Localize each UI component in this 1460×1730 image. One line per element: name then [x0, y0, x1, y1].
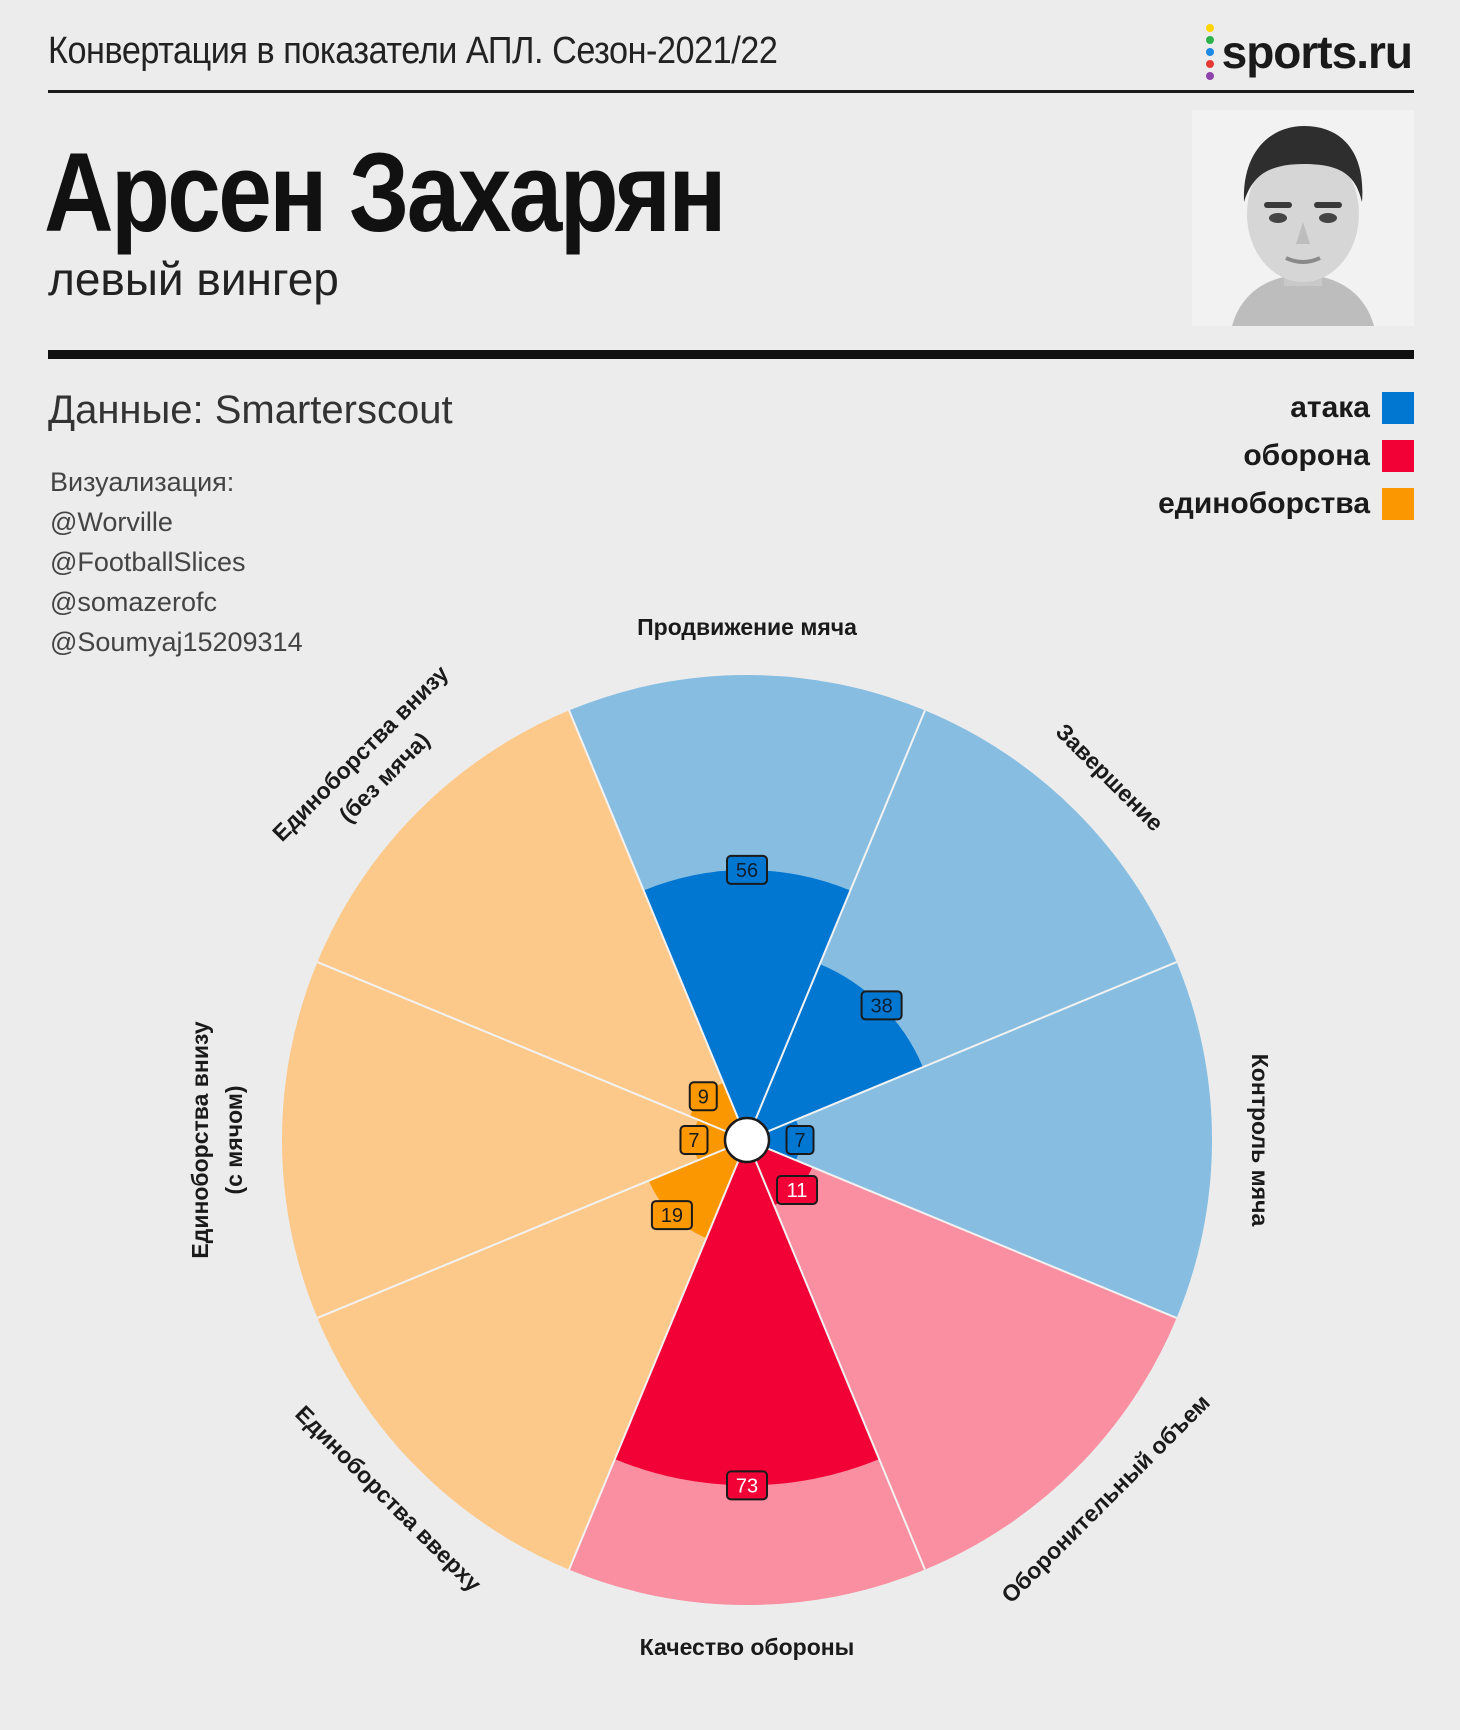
slice-separator — [746, 710, 926, 1141]
credits-label: Визуализация: — [50, 467, 235, 497]
slice-separator — [568, 1139, 748, 1570]
legend-swatch — [1382, 488, 1414, 520]
logo-dot — [1205, 24, 1214, 32]
value-label: 73 — [726, 1470, 768, 1501]
value-slice — [614, 1140, 880, 1486]
center-hub — [723, 1116, 771, 1164]
value-label-text: 19 — [661, 1205, 683, 1227]
player-name: Арсен Захарян — [44, 130, 727, 255]
value-label: 7 — [785, 1125, 815, 1155]
slice-background — [747, 962, 1212, 1318]
credit-handle: @somazerofc — [50, 587, 217, 617]
value-label: 38 — [860, 990, 903, 1021]
value-label-text: 7 — [688, 1130, 699, 1152]
value-label: 19 — [650, 1200, 693, 1231]
value-label-text: 7 — [794, 1130, 805, 1152]
value-slice — [643, 869, 851, 1140]
value-label-box — [650, 1200, 693, 1231]
category-label: Продвижение мяча — [637, 614, 857, 640]
legend-item-defence: оборона — [1158, 432, 1414, 480]
slice-separator — [568, 710, 748, 1141]
slice-separator — [317, 961, 748, 1141]
category-label-text: (с мячом) — [221, 1085, 247, 1194]
title-divider — [48, 350, 1414, 359]
value-label-text: 11 — [787, 1180, 808, 1202]
legend-item-duels: единоборства — [1158, 480, 1414, 528]
value-label-box — [726, 854, 768, 885]
category-label-text: Качество обороны — [640, 1634, 855, 1660]
value-label-box — [860, 990, 903, 1021]
credits: Визуализация: @Worville @FootballSlices … — [50, 462, 303, 662]
legend-label: атака — [1290, 391, 1370, 424]
slice-separator — [317, 1139, 748, 1319]
value-label: 56 — [726, 854, 768, 885]
slice-separator — [746, 1139, 926, 1570]
legend-swatch — [1382, 440, 1414, 472]
category-label-text: Единоборства внизу — [187, 1021, 213, 1258]
value-label-text: 73 — [736, 1475, 758, 1497]
sports-ru-logo[interactable]: sports.ru — [1205, 24, 1413, 80]
header-title: Конвертация в показатели АПЛ. Сезон-2021… — [48, 30, 778, 72]
legend: атака оборона единоборства — [1158, 384, 1414, 528]
header-divider — [48, 90, 1414, 93]
credit-handle: @Worville — [50, 507, 173, 537]
value-label: 9 — [688, 1081, 718, 1112]
value-label-box — [785, 1125, 815, 1155]
value-label-text: 56 — [736, 860, 758, 882]
logo-dot — [1205, 60, 1214, 68]
value-label-box — [776, 1175, 819, 1206]
player-role: левый вингер — [48, 253, 339, 305]
credit-handle: @Soumyaj15209314 — [50, 627, 303, 657]
value-label-text: 38 — [870, 995, 892, 1017]
value-label: 7 — [679, 1125, 709, 1155]
slice-separator — [746, 1139, 1177, 1319]
slice-background — [317, 710, 747, 1140]
slice-background — [317, 1140, 747, 1570]
legend-swatch — [1382, 392, 1414, 424]
logo-dot — [1205, 48, 1214, 56]
logo-dot — [1205, 72, 1214, 80]
slice-separator — [746, 961, 1177, 1141]
category-label: Качество обороны — [640, 1634, 855, 1660]
player-portrait-icon — [1192, 110, 1414, 326]
credit-handle: @FootballSlices — [50, 547, 246, 577]
slice-background — [747, 1140, 1177, 1570]
slice-background — [282, 962, 747, 1318]
logo-dot — [1205, 36, 1214, 44]
legend-item-attack: атака — [1158, 384, 1414, 432]
data-source: Данные: Smarterscout — [48, 388, 453, 432]
value-label-text: 9 — [698, 1086, 709, 1108]
category-label: Единоборства внизу (с мячом) — [187, 1021, 247, 1258]
category-label: Контроль мяча — [1247, 1054, 1273, 1227]
value-label-box — [679, 1125, 709, 1155]
logo-dots-icon — [1205, 24, 1214, 80]
logo-text: sports.ru — [1221, 26, 1413, 78]
legend-label: оборона — [1243, 439, 1370, 472]
legend-label: единоборства — [1158, 487, 1370, 520]
value-label: 11 — [776, 1175, 819, 1206]
value-label-box — [726, 1470, 768, 1501]
value-label-box — [688, 1081, 718, 1112]
category-label-text: Контроль мяча — [1247, 1054, 1273, 1227]
category-label-text: Продвижение мяча — [637, 614, 857, 640]
